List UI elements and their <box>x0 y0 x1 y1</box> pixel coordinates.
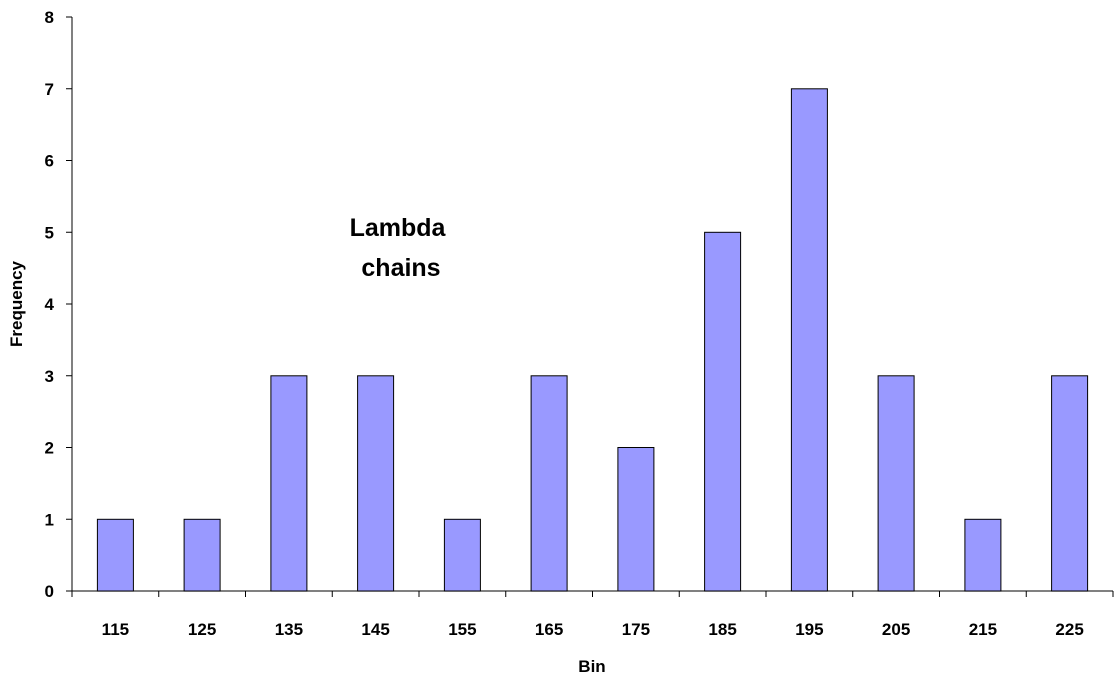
x-tick-label: 145 <box>361 620 389 639</box>
bar-215 <box>964 518 1002 592</box>
y-tick-label: 7 <box>45 80 54 99</box>
x-tick-label: 115 <box>102 620 129 639</box>
bar-165 <box>530 375 568 592</box>
x-tick-label: 125 <box>188 620 216 639</box>
x-tick-label: 195 <box>795 620 823 639</box>
y-tick-label: 6 <box>45 152 54 171</box>
x-tick-label: 165 <box>535 620 563 639</box>
bar-155 <box>443 518 481 592</box>
x-axis-title: Bin <box>578 657 605 676</box>
y-tick-label: 2 <box>45 439 54 458</box>
y-tick-label: 8 <box>45 8 54 27</box>
y-tick-label: 3 <box>45 367 54 386</box>
bar-115 <box>96 518 134 592</box>
y-tick-label: 0 <box>45 582 54 601</box>
annotation-line-2: chains <box>361 254 440 282</box>
x-tick-label: 215 <box>969 620 997 639</box>
bar-175 <box>617 447 655 592</box>
y-tick-label: 1 <box>45 510 54 529</box>
bar-225 <box>1051 375 1089 592</box>
x-tick-label: 135 <box>275 620 303 639</box>
bar-205 <box>877 375 915 592</box>
x-tick-label: 185 <box>708 620 736 639</box>
annotation-line-1: Lambda <box>350 214 447 242</box>
bar-135 <box>270 375 308 592</box>
x-tick-label: 205 <box>882 620 910 639</box>
bar-195 <box>790 88 828 592</box>
axes-group <box>71 17 1113 592</box>
bar-125 <box>183 518 221 592</box>
annotation-text: Lambda chains <box>350 214 453 282</box>
bars-group <box>96 88 1089 592</box>
bar-185 <box>704 231 742 592</box>
y-axis-title: Frequency <box>7 260 26 347</box>
y-ticks-group: 0 1 2 3 4 5 6 7 8 <box>45 8 72 601</box>
x-tick-label: 225 <box>1055 620 1083 639</box>
bar-145 <box>357 375 395 592</box>
x-tick-label: 175 <box>622 620 650 639</box>
y-tick-label: 4 <box>45 295 55 314</box>
x-ticks-group: 115 125 135 145 155 165 175 185 195 205 215 225 <box>71 591 1114 639</box>
y-tick-label: 5 <box>45 223 54 242</box>
x-tick-label: 155 <box>448 620 476 639</box>
